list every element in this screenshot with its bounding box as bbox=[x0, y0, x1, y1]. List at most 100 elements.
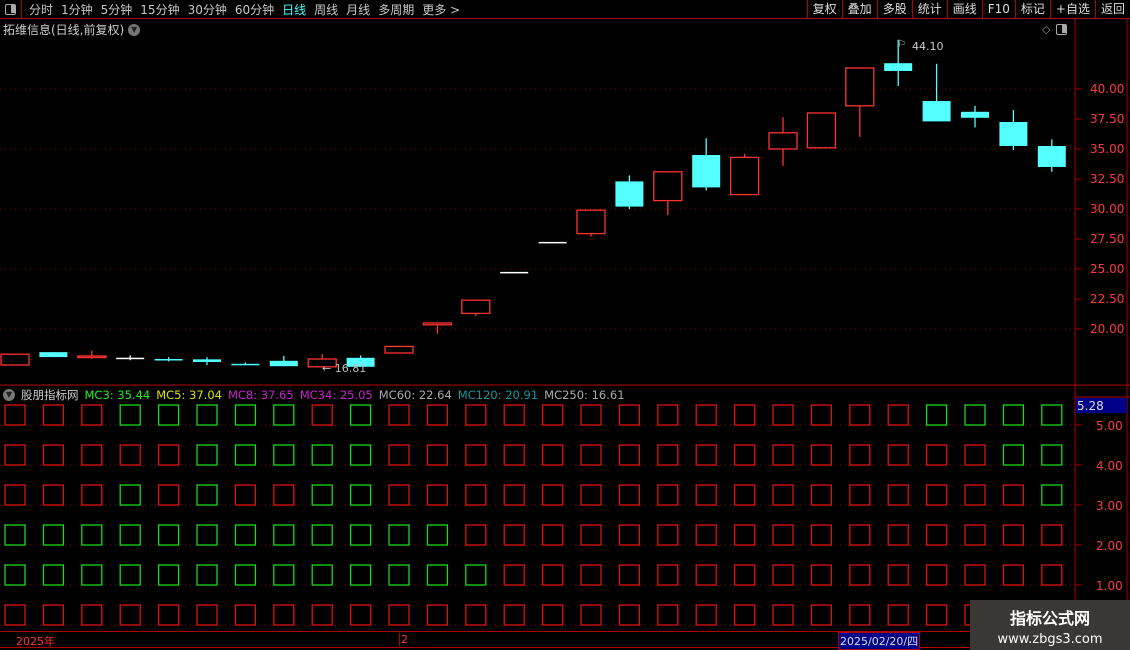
signal-box bbox=[810, 524, 833, 546]
signal-box bbox=[426, 484, 449, 506]
candle bbox=[154, 357, 183, 362]
signal-box bbox=[119, 564, 141, 586]
candle-body bbox=[653, 171, 683, 202]
indicator-name: 股朋指标网 bbox=[21, 388, 79, 402]
toolbar-button[interactable]: 复权 bbox=[806, 0, 842, 19]
signal-box bbox=[772, 444, 794, 466]
signal-box bbox=[388, 444, 410, 466]
signal-box bbox=[925, 404, 948, 426]
signal-box bbox=[273, 604, 295, 626]
signal-box bbox=[810, 444, 833, 466]
period-tab[interactable]: 月线 bbox=[346, 2, 371, 17]
toolbar-button[interactable]: 返回 bbox=[1094, 0, 1130, 19]
signal-box bbox=[42, 604, 65, 626]
period-tab[interactable]: 分时 bbox=[29, 2, 54, 17]
period-tab[interactable]: 多周期 bbox=[378, 2, 415, 17]
toolbar-button[interactable]: 标记 bbox=[1014, 0, 1050, 19]
signal-box bbox=[580, 444, 602, 466]
candle bbox=[422, 322, 453, 334]
signal-box bbox=[388, 524, 410, 546]
toolbar-button[interactable]: F10 bbox=[981, 0, 1015, 19]
signal-box bbox=[196, 524, 218, 546]
indicator-value: MC60: 22.64 bbox=[378, 388, 452, 402]
candle-body bbox=[77, 355, 107, 359]
candle-body bbox=[576, 209, 606, 235]
signal-box bbox=[618, 564, 641, 586]
signal-box bbox=[196, 484, 218, 506]
signal-box bbox=[1041, 404, 1063, 426]
candle-body bbox=[729, 156, 760, 196]
indicator-value: MC120: 20.91 bbox=[457, 388, 539, 402]
signal-box bbox=[234, 444, 257, 466]
y-tick-label: 27.50 bbox=[1090, 232, 1124, 246]
signal-box bbox=[618, 404, 641, 426]
signal-box bbox=[465, 564, 487, 586]
signal-box bbox=[618, 484, 641, 506]
signal-box bbox=[541, 604, 564, 626]
signal-box bbox=[119, 484, 141, 506]
signal-box bbox=[733, 564, 756, 586]
period-tab[interactable]: 60分钟 bbox=[234, 2, 275, 17]
period-tab[interactable]: 15分钟 bbox=[140, 2, 180, 17]
signal-box bbox=[695, 604, 717, 626]
signal-box bbox=[618, 604, 641, 626]
signal-box bbox=[311, 484, 333, 506]
signal-box bbox=[1002, 524, 1025, 546]
period-tab[interactable]: 30分钟 bbox=[187, 2, 227, 17]
signal-box bbox=[541, 564, 564, 586]
signal-box bbox=[580, 604, 602, 626]
panel-icon[interactable] bbox=[1056, 24, 1068, 35]
signal-box bbox=[426, 524, 449, 546]
toolbar-button[interactable]: 画线 bbox=[946, 0, 982, 19]
signal-box bbox=[465, 604, 487, 626]
signal-box bbox=[157, 444, 180, 466]
candle-body bbox=[922, 101, 951, 122]
diamond-icon[interactable]: ◇ bbox=[1042, 23, 1051, 36]
toolbar-button[interactable]: 叠加 bbox=[841, 0, 877, 19]
signal-box bbox=[503, 404, 525, 426]
panel-toggle-button[interactable] bbox=[0, 0, 22, 19]
candle-body bbox=[116, 357, 145, 360]
signal-box bbox=[925, 564, 948, 586]
candle-body bbox=[346, 357, 375, 367]
candle-body bbox=[615, 181, 644, 207]
signal-box bbox=[964, 564, 986, 586]
candle bbox=[77, 350, 107, 359]
candle-body bbox=[231, 363, 260, 366]
period-tab[interactable]: 日线 bbox=[282, 2, 307, 17]
candle bbox=[1037, 139, 1066, 172]
period-tab[interactable]: 5分钟 bbox=[100, 2, 133, 17]
indicator-tick-label: 4.00 bbox=[1096, 459, 1123, 473]
signal-box bbox=[849, 444, 871, 466]
signal-box bbox=[311, 604, 333, 626]
signal-box bbox=[964, 524, 986, 546]
candle bbox=[768, 117, 798, 166]
signal-box bbox=[733, 484, 756, 506]
current-value-box bbox=[1076, 398, 1127, 413]
signal-box bbox=[580, 564, 602, 586]
indicator-tick-label: 2.00 bbox=[1096, 539, 1123, 553]
period-tab[interactable]: 1分钟 bbox=[61, 2, 93, 17]
candle bbox=[39, 352, 68, 358]
high-price-label: 44.10 bbox=[912, 40, 944, 53]
signal-box bbox=[1041, 444, 1063, 466]
signal-box bbox=[733, 444, 756, 466]
chevron-down-icon[interactable]: ▼ bbox=[3, 389, 15, 401]
signal-box bbox=[157, 524, 180, 546]
signal-box bbox=[1041, 524, 1063, 546]
signal-box bbox=[964, 404, 986, 426]
toolbar-button[interactable]: 统计 bbox=[911, 0, 947, 19]
signal-box bbox=[925, 444, 948, 466]
signal-box bbox=[849, 484, 871, 506]
signal-box bbox=[349, 404, 372, 426]
signal-box bbox=[426, 604, 449, 626]
candle bbox=[307, 354, 337, 368]
period-tab[interactable]: 周线 bbox=[314, 2, 339, 17]
chevron-down-icon[interactable]: ▼ bbox=[128, 23, 141, 36]
period-tab[interactable]: 更多 > bbox=[422, 2, 461, 17]
signal-box bbox=[733, 604, 756, 626]
toolbar-button[interactable]: +自选 bbox=[1049, 0, 1095, 19]
candle-body bbox=[692, 155, 721, 188]
toolbar-button[interactable]: 多股 bbox=[876, 0, 912, 19]
